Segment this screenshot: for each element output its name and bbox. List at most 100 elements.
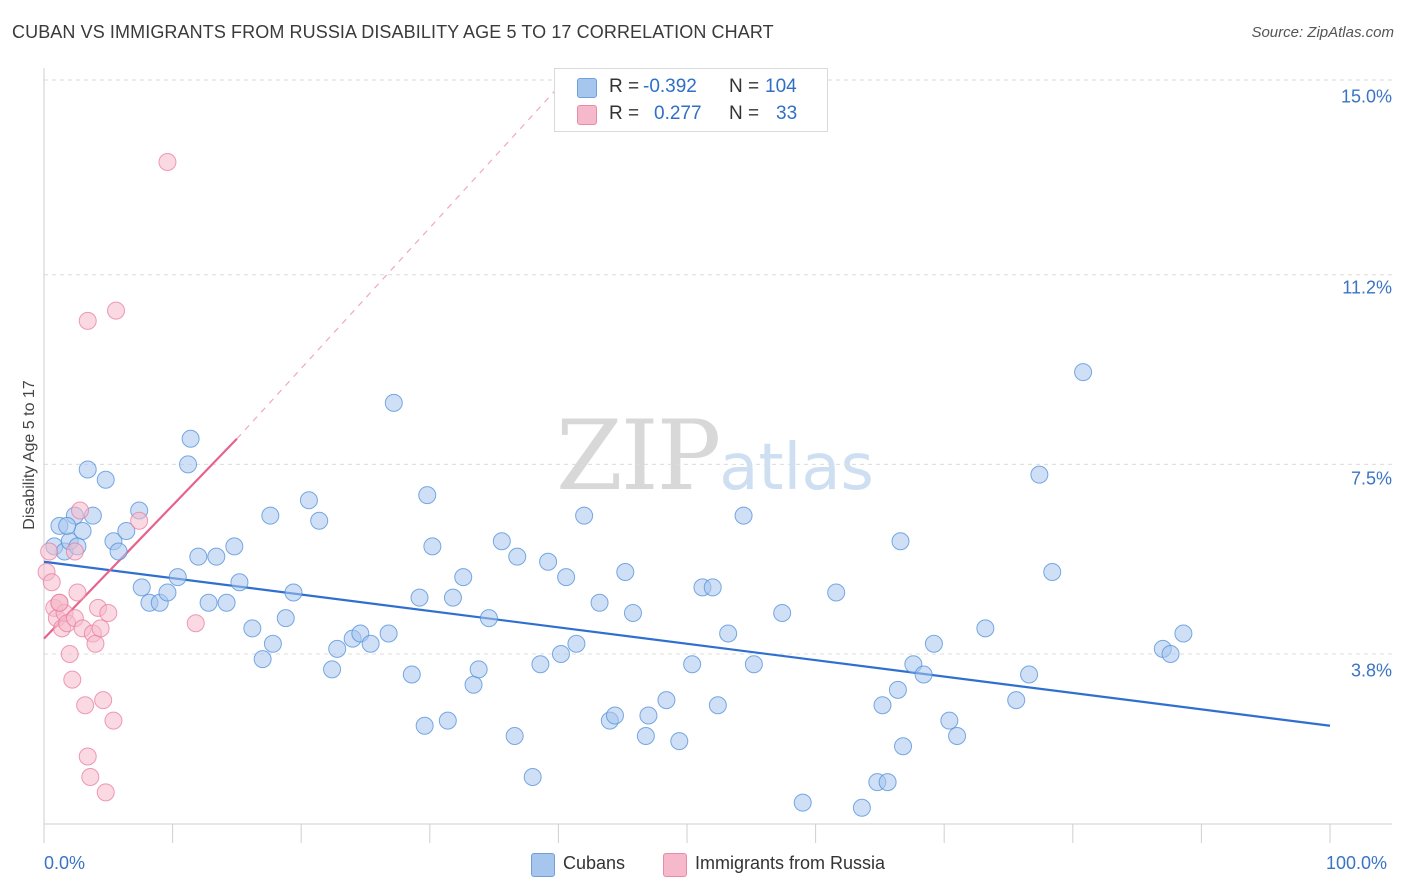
- cuban-point-20: [179, 455, 198, 474]
- legend-r-value: 0.277: [654, 103, 702, 124]
- cuban-point-77: [719, 624, 738, 643]
- cuban-point-99: [1043, 563, 1062, 581]
- cuban-point-26: [225, 537, 244, 556]
- cuban-point-100: [1074, 363, 1093, 382]
- legend-swatch-cubans: [577, 78, 597, 98]
- data-points: [37, 153, 1193, 817]
- cuban-point-47: [423, 537, 442, 556]
- cuban-point-23: [199, 593, 218, 612]
- cuban-point-24: [207, 547, 226, 566]
- cuban-point-68: [623, 604, 642, 622]
- legend-r-value: -0.392: [643, 76, 697, 97]
- russia-point-27: [107, 301, 126, 320]
- cuban-point-76: [708, 696, 727, 715]
- russia-point-21: [91, 619, 110, 638]
- legend-row-cubans: R = -0.392 N = 104: [577, 76, 827, 98]
- cuban-point-48: [438, 711, 457, 730]
- y-tick-15-0: 15.0%: [1340, 86, 1392, 107]
- cuban-point-92: [924, 634, 943, 653]
- cuban-point-60: [551, 645, 570, 663]
- bottom-legend-label-cubans: Cubans: [563, 853, 626, 873]
- russia-point-25: [104, 711, 123, 730]
- chart-source: Source: ZipAtlas.com: [1251, 24, 1394, 41]
- cuban-point-89: [894, 737, 913, 756]
- russia-point-9: [60, 645, 79, 663]
- cuban-point-82: [827, 583, 846, 602]
- russia-point-32: [50, 593, 69, 612]
- russia-point-22: [94, 691, 113, 710]
- cuban-point-94: [948, 727, 967, 745]
- russia-point-29: [158, 153, 177, 171]
- cuban-point-88: [891, 532, 910, 551]
- cuban-point-70: [639, 706, 658, 725]
- cuban-point-12: [109, 542, 128, 561]
- cuban-point-43: [402, 665, 421, 684]
- bottom-legend-label-russia: Immigrants from Russia: [695, 853, 886, 873]
- cuban-point-87: [888, 680, 907, 699]
- cuban-point-45: [415, 716, 434, 735]
- y-axis-label: Disability Age 5 to 17: [21, 380, 38, 530]
- cuban-point-5: [73, 522, 92, 540]
- cuban-point-96: [1007, 691, 1026, 710]
- cuban-point-40: [361, 634, 380, 653]
- cuban-point-66: [605, 706, 624, 725]
- cuban-point-46: [418, 486, 437, 505]
- legend-row-russia: R = 0.277 N = 33: [577, 103, 827, 125]
- cuban-point-34: [299, 491, 318, 510]
- cuban-point-22: [189, 547, 208, 566]
- legend: R = -0.392 N = 104 R = 0.277 N = 33: [554, 68, 828, 132]
- legend-n-value: 33: [776, 103, 798, 124]
- cuban-point-54: [492, 532, 511, 551]
- watermark-atlas: atlas: [719, 431, 874, 505]
- russia-point-16: [78, 747, 97, 766]
- russia-point-31: [65, 542, 84, 561]
- cuban-point-28: [243, 619, 262, 638]
- russia-point-24: [99, 604, 118, 622]
- y-tick-7-5: 7.5%: [1350, 468, 1392, 489]
- cuban-point-13: [117, 522, 136, 540]
- cuban-point-91: [914, 665, 933, 684]
- x-tick-max: 100.0%: [1326, 853, 1388, 873]
- cuban-point-85: [873, 696, 892, 715]
- cuban-point-80: [773, 604, 792, 622]
- russia-point-28: [130, 511, 149, 530]
- trend-lines: [43, 79, 1331, 727]
- x-tick-min: 0.0%: [44, 853, 86, 873]
- cuban-point-37: [328, 639, 347, 658]
- cuban-point-25: [217, 593, 236, 612]
- cuban-point-71: [657, 691, 676, 710]
- legend-n-label: N =: [729, 76, 760, 97]
- cuban-point-44: [410, 588, 429, 607]
- cuban-point-62: [567, 634, 586, 653]
- russia-point-30: [186, 614, 205, 633]
- cuban-point-81: [793, 793, 812, 812]
- russia-point-10: [63, 670, 82, 689]
- cuban-point-73: [683, 655, 702, 674]
- chart-title: CUBAN VS IMMIGRANTS FROM RUSSIA DISABILI…: [12, 22, 774, 42]
- cuban-point-103: [1174, 624, 1193, 643]
- cuban-point-32: [276, 609, 295, 628]
- cuban-point-52: [469, 660, 488, 679]
- cuban-point-19: [168, 568, 187, 587]
- watermark-zip: ZIP: [556, 400, 721, 512]
- watermark: ZIPatlas: [556, 400, 874, 512]
- cuban-point-58: [531, 655, 550, 674]
- cuban-point-69: [636, 727, 655, 745]
- cuban-point-51: [464, 675, 483, 694]
- cuban-point-18: [158, 583, 177, 602]
- cuban-point-31: [263, 634, 282, 653]
- cuban-point-57: [523, 768, 542, 786]
- russia-point-17: [81, 768, 100, 786]
- russia-point-23: [96, 783, 115, 802]
- bottom-legend-swatch-cubans: [531, 853, 555, 877]
- y-tick-11-2: 11.2%: [1342, 277, 1392, 298]
- cuban-point-53: [479, 609, 498, 628]
- cuban-point-29: [253, 650, 272, 669]
- gridlines: [44, 79, 1392, 655]
- cuban-point-14: [132, 578, 151, 597]
- cuban-point-93: [940, 711, 959, 730]
- cuban-point-72: [670, 732, 689, 751]
- russia-point-12: [68, 583, 87, 602]
- cuban-point-10: [96, 470, 115, 489]
